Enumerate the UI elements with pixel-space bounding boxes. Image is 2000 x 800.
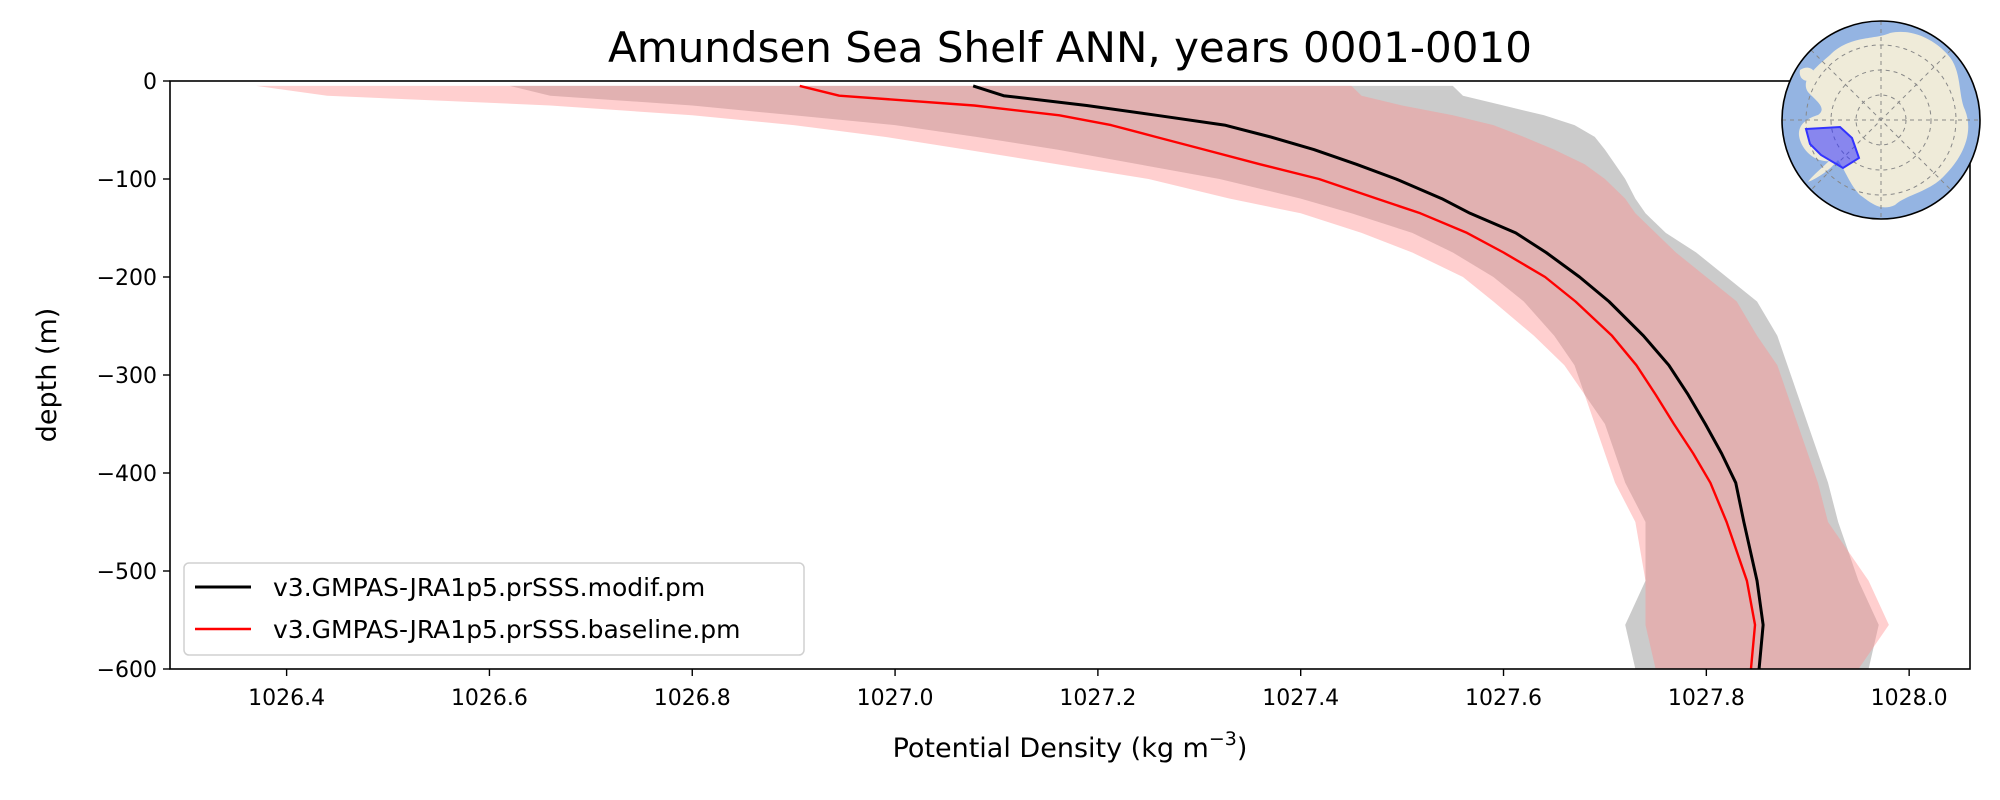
y-axis-label: depth (m) — [32, 308, 63, 443]
y-tick-label: −500 — [97, 560, 157, 585]
x-tick-label: 1026.8 — [654, 686, 731, 711]
mean-lines — [799, 84, 1765, 669]
x-axis-label: Potential Density (kg m−3) — [893, 728, 1248, 764]
uncertainty-bands — [256, 85, 1889, 669]
x-tick-label: 1027.4 — [1262, 686, 1339, 711]
x-tick-label: 1026.6 — [451, 686, 528, 711]
inset-map-peninsula — [1808, 160, 1838, 182]
y-tick-label: 0 — [143, 70, 157, 95]
x-tick-label: 1028.0 — [1871, 686, 1948, 711]
y-tick-label: −400 — [97, 462, 157, 487]
y-axis-ticks: 0 −100 −200 −300 −400 −500 −600 — [97, 70, 170, 683]
x-axis-label-exponent: −3 — [1209, 728, 1237, 750]
inset-map-border — [1781, 20, 1981, 220]
x-tick-label: 1027.0 — [857, 686, 934, 711]
x-axis-ticks: 1026.4 1026.6 1026.8 1027.0 1027.2 1027.4 1027… — [248, 669, 1948, 711]
x-tick-label: 1027.8 — [1668, 686, 1745, 711]
legend-label-baseline: v3.GMPAS-JRA1p5.prSSS.baseline.pm — [273, 615, 741, 644]
inset-map-island — [1799, 67, 1815, 81]
y-tick-label: −600 — [97, 658, 157, 683]
band-v3-gmpas-jra1p5-prsss-baseline-pm — [256, 85, 1889, 669]
y-tick-label: −200 — [97, 266, 157, 291]
inset-map — [1781, 20, 1981, 220]
legend-box — [183, 562, 805, 656]
inset-map-amundsen-region — [1804, 125, 1861, 170]
band-v3-gmpas-jra1p5-prsss-modif-pm — [509, 85, 1879, 669]
line-v3-gmpas-jra1p5-prsss-modif-pm — [972, 84, 1765, 669]
legend-label-modif: v3.GMPAS-JRA1p5.prSSS.modif.pm — [273, 573, 705, 602]
x-tick-label: 1027.6 — [1465, 686, 1542, 711]
y-tick-label: −300 — [97, 364, 157, 389]
chart-title: Amundsen Sea Shelf ANN, years 0001-0010 — [608, 23, 1532, 72]
y-tick-label: −100 — [97, 168, 157, 193]
line-v3-gmpas-jra1p5-prsss-baseline-pm — [799, 84, 1757, 669]
inset-map-gridlines — [1782, 21, 1980, 219]
x-tick-label: 1026.4 — [248, 686, 325, 711]
x-tick-label: 1027.2 — [1059, 686, 1136, 711]
legend: v3.GMPAS-JRA1p5.prSSS.modif.pm v3.GMPAS-… — [183, 562, 805, 656]
